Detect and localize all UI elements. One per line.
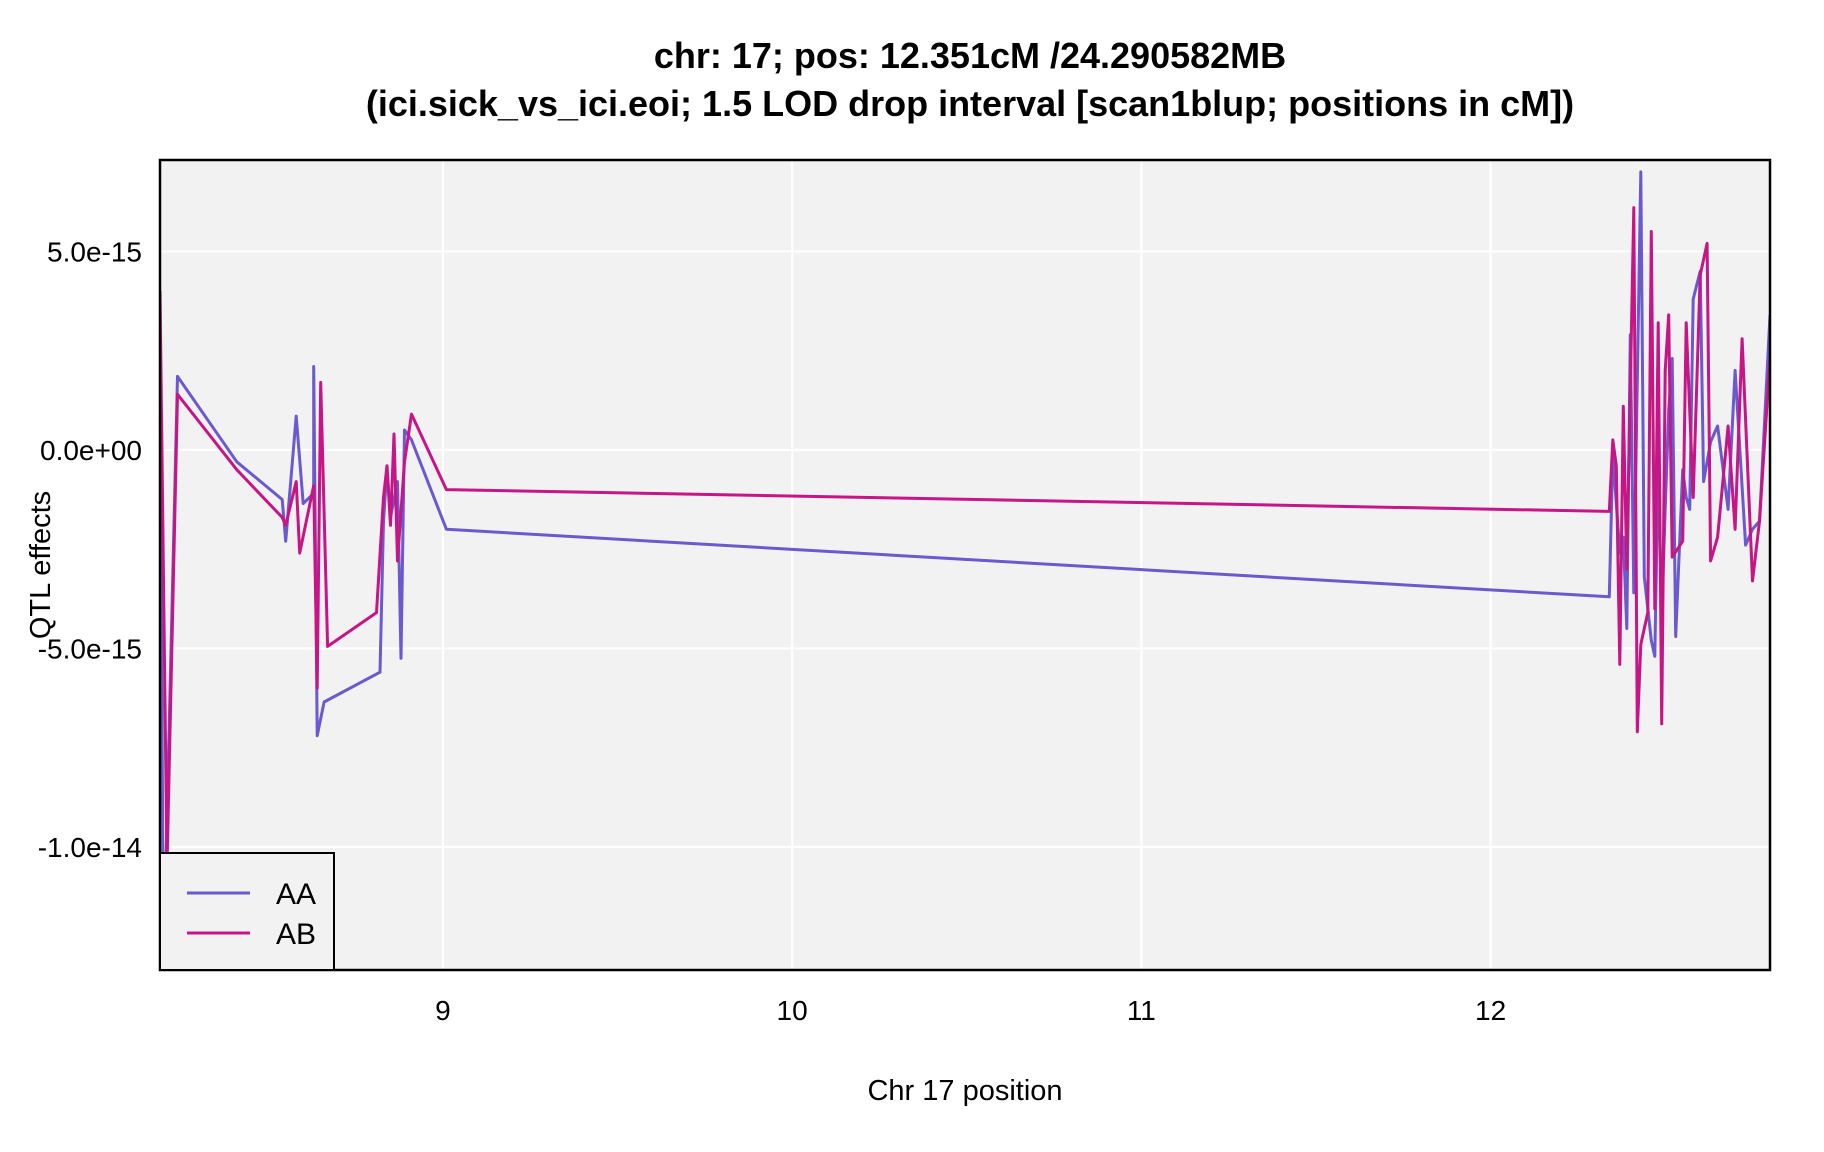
y-tick-label: -1.0e-14 (38, 832, 142, 863)
x-tick-label: 12 (1475, 995, 1506, 1026)
x-tick-label: 11 (1127, 995, 1156, 1026)
series-line-ab (160, 206, 1770, 869)
plot-background (160, 160, 1770, 970)
y-tick-label: 5.0e-15 (47, 236, 142, 267)
legend: AA AB (159, 852, 335, 971)
legend-label-ab: AB (276, 918, 316, 951)
chart-subtitle: (ici.sick_vs_ici.eoi; 1.5 LOD drop inter… (366, 83, 1574, 124)
x-tick-label: 9 (435, 995, 451, 1026)
legend-label-aa: AA (276, 878, 316, 911)
x-axis-ticks: 9 10 11 12 (435, 995, 1506, 1026)
y-axis-ticks: 5.0e-15 0.0e+00 -5.0e-15 -1.0e-14 (38, 236, 142, 863)
x-tick-label: 10 (777, 995, 808, 1026)
series-layer (160, 170, 1770, 968)
y-tick-label: -5.0e-15 (38, 633, 142, 664)
x-axis-label: Chr 17 position (867, 1075, 1062, 1107)
y-tick-label: 0.0e+00 (40, 435, 142, 466)
y-axis-label: QTL effects (25, 491, 57, 639)
chart-title: chr: 17; pos: 12.351cM /24.290582MB (654, 35, 1286, 76)
legend-box (159, 852, 335, 971)
plot-frame (158, 158, 1772, 972)
